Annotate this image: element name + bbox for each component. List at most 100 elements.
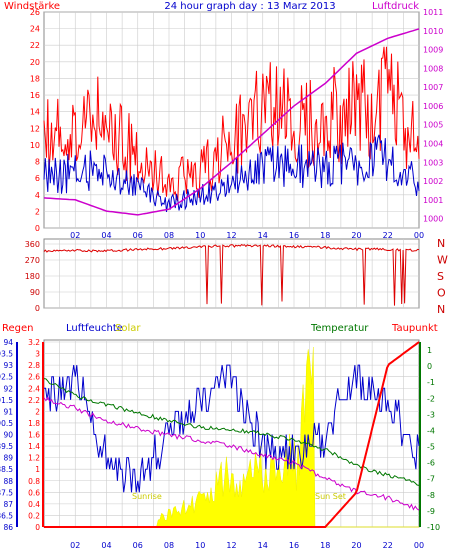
direction-tick-label: 360 [25,240,40,249]
rain-tick-label: 2.8 [28,361,40,370]
compass-label: N [437,237,445,250]
rain-tick-label: 1.4 [28,442,40,451]
humidity-tick-label: 88 [3,477,13,486]
rain-tick-label: 1.2 [28,454,40,463]
pressure-line [43,28,420,216]
pressure-tick-label: 1008 [423,64,443,73]
pressure-tick-label: 1002 [423,177,443,186]
wind-tick-label: 0 [35,224,40,233]
wind-tick-label: 8 [35,158,40,167]
rain-tick-label: 2.4 [28,384,40,393]
x-tick-label-weather: 18 [320,541,330,550]
rain-tick-label: 1.8 [28,419,40,428]
x-tick-label-weather: 00 [414,541,424,550]
temperature-tick-label: -1 [427,378,435,387]
compass-label: O [437,287,446,300]
humidity-tick-label: 89 [3,454,13,463]
pressure-tick-label: 1007 [423,83,443,92]
sunrise-label: Sunrise [132,492,162,501]
rain-tick-label: 0.2 [28,511,40,520]
temperature-tick-label: -7 [427,475,435,484]
dewpoint-label: Taupunkt [391,323,438,334]
wind-tick-label: 14 [30,108,40,117]
wind-tick-label: 6 [35,174,40,183]
temperature-tick-label: -3 [427,410,435,419]
wind-gust-line [43,46,420,203]
x-tick-label-wind: 10 [195,231,205,240]
humidity-line [44,364,420,493]
rain-tick-label: 2.6 [28,373,40,382]
humidity-label: Luftfeuchte [66,323,123,334]
humidity-tick-label: 89.5 [0,442,13,451]
rain-line [44,341,420,528]
x-tick-label-wind: 02 [70,231,80,240]
temperature-line [43,378,420,486]
pressure-tick-label: 1009 [423,46,443,55]
x-tick-label-wind: 16 [289,231,299,240]
temperature-tick-label: -10 [427,523,440,532]
wind-tick-label: 10 [30,141,40,150]
x-tick-label-wind: 14 [258,231,268,240]
humidity-tick-label: 92.5 [0,373,13,382]
x-tick-label-weather: 02 [70,541,80,550]
temperature-tick-label: -6 [427,459,435,468]
compass-label: W [437,254,448,267]
x-tick-label-wind: 00 [414,231,424,240]
pressure-label: Luftdruck [372,1,419,12]
wind-tick-label: 20 [30,58,40,67]
wind-tick-label: 22 [30,41,40,50]
temperature-tick-label: -2 [427,394,435,403]
rain-tick-label: 3.2 [28,338,40,347]
x-tick-label-weather: 04 [101,541,111,550]
x-tick-label-wind: 18 [320,231,330,240]
x-tick-label-wind: 08 [164,231,174,240]
rain-tick-label: 0.8 [28,477,40,486]
pressure-tick-label: 1003 [423,158,443,167]
pressure-tick-label: 1005 [423,121,443,130]
temperature-tick-label: -4 [427,426,435,435]
humidity-tick-label: 94 [3,338,13,347]
pressure-tick-label: 1010 [423,27,443,36]
x-tick-label-wind: 04 [101,231,111,240]
rain-tick-label: 0.6 [28,488,40,497]
x-tick-label-wind: 06 [133,231,143,240]
x-tick-label-weather: 06 [133,541,143,550]
rain-tick-label: 0 [35,523,40,532]
rain-label: Regen [2,323,34,334]
direction-tick-label: 180 [25,272,40,281]
x-tick-label-weather: 16 [289,541,299,550]
temperature-tick-label: 1 [427,346,432,355]
rain-tick-label: 1 [35,465,40,474]
humidity-tick-label: 87 [3,500,13,509]
pressure-tick-label: 1011 [423,8,443,17]
humidity-tick-label: 86 [3,523,13,532]
wind-label: Windstärke [4,1,60,12]
x-tick-label-wind: 20 [351,231,361,240]
humidity-tick-label: 88.5 [0,465,13,474]
rain-tick-label: 1.6 [28,431,40,440]
temperature-tick-label: -8 [427,491,435,500]
x-tick-label-weather: 14 [258,541,268,550]
x-tick-label-wind: 22 [383,231,393,240]
pressure-tick-label: 1006 [423,102,443,111]
temperature-label: Temperatur [310,323,369,334]
pressure-tick-label: 1001 [423,196,443,205]
direction-tick-label: 90 [30,288,40,297]
sunset-label: Sun Set [315,492,346,501]
x-tick-label-wind: 12 [226,231,236,240]
x-tick-label-weather: 10 [195,541,205,550]
rain-tick-label: 2 [35,407,40,416]
humidity-tick-label: 93.5 [0,350,13,359]
humidity-tick-label: 86.5 [0,511,13,520]
x-tick-label-weather: 22 [383,541,393,550]
wind-tick-label: 26 [30,8,40,17]
direction-line [43,243,420,306]
x-tick-label-weather: 20 [351,541,361,550]
temperature-tick-label: 0 [427,362,432,371]
wind-tick-label: 4 [35,191,40,200]
humidity-tick-label: 87.5 [0,488,13,497]
rain-tick-label: 2.2 [28,396,40,405]
humidity-tick-label: 90.5 [0,419,13,428]
